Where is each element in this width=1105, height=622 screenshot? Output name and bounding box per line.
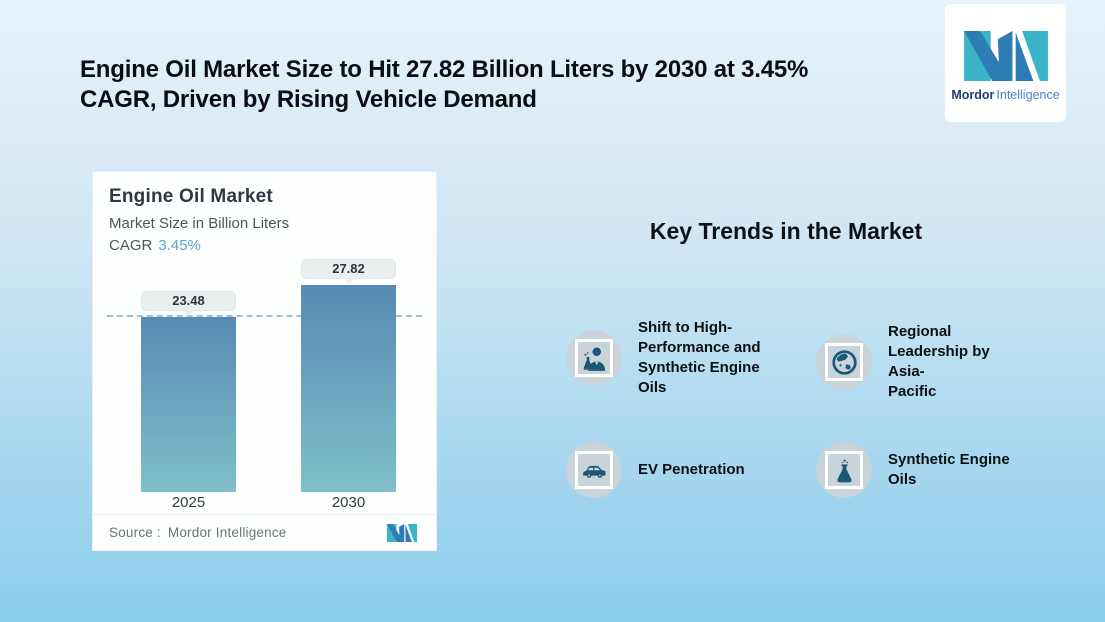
chart-header: Engine Oil Market Market Size in Billion… — [93, 172, 436, 254]
mordor-intelligence-logo-icon — [963, 30, 1048, 81]
reference-line — [107, 315, 422, 317]
chart-footer: Source : Mordor Intelligence — [93, 514, 436, 550]
trends-heading: Key Trends in the Market — [649, 218, 923, 244]
trend-icon-circle — [816, 442, 872, 498]
mordor-intelligence-mini-icon — [386, 523, 418, 542]
trend-label: Synthetic Engine Oils — [888, 451, 1010, 488]
icon-frame — [575, 339, 613, 377]
value-pill: 27.82 — [301, 259, 396, 284]
icon-frame — [825, 343, 863, 381]
icon-frame — [575, 451, 613, 489]
page-title: Engine Oil Market Size to Hit 27.82 Bill… — [80, 56, 809, 113]
trend-label: Regional Leadership by Asia- Pacific — [888, 323, 990, 400]
flask-icon — [836, 458, 852, 482]
category-label: 2025 — [171, 494, 206, 511]
scientist-icon — [583, 346, 605, 371]
mordor-intelligence-logo: Mordor Intelligence — [945, 4, 1066, 122]
icon-frame — [825, 451, 863, 489]
key-trends-section: Key Trends in the Market Shift to High- … — [566, 218, 1010, 548]
globe-icon — [831, 349, 857, 375]
trend-item-asia-pacific: Regional Leadership by Asia- Pacific — [816, 322, 1016, 402]
bar — [141, 317, 236, 492]
bar — [301, 285, 396, 492]
cagr-label: CAGR — [109, 237, 153, 254]
trend-label: EV Penetration — [638, 461, 745, 478]
bar-value-label: 27.82 — [332, 261, 365, 276]
brand-name: Mordor Intelligence — [951, 88, 1059, 102]
trend-item-ev-penetration: EV Penetration — [566, 442, 796, 498]
bar-group-2025: 23.48 2025 — [141, 262, 236, 514]
value-pill: 23.48 — [141, 291, 236, 316]
source-value: Mordor Intelligence — [167, 525, 287, 540]
source-text: Source : Mordor Intelligence — [109, 525, 287, 540]
brand-name-bold: Mordor — [951, 87, 995, 102]
market-chart-card: Engine Oil Market Market Size in Billion… — [92, 171, 437, 551]
cagr-value: 3.45% — [158, 237, 201, 254]
bar-value-label: 23.48 — [172, 293, 205, 308]
bar-group-2030: 27.82 2030 — [301, 259, 396, 514]
chart-subtitle: Market Size in Billion Liters — [109, 215, 290, 232]
chart-cagr: CAGR 3.45% — [109, 237, 418, 254]
trend-icon-circle — [566, 442, 622, 498]
trend-item-synthetic-shift: Shift to High- Performance and Synthetic… — [566, 318, 796, 398]
chart-title: Engine Oil Market — [109, 186, 273, 207]
trend-label: Shift to High- Performance and Synthetic… — [638, 319, 761, 396]
category-label: 2030 — [331, 494, 366, 511]
source-label: Source : — [109, 525, 161, 540]
trend-icon-circle — [566, 330, 622, 386]
car-icon — [582, 465, 606, 478]
brand-name-light: Intelligence — [996, 87, 1060, 102]
trend-item-synthetic-oils: Synthetic Engine Oils — [816, 442, 1016, 498]
trend-icon-circle — [816, 334, 872, 390]
bar-chart-plot: 23.48 2025 27.82 2030 — [107, 259, 422, 514]
